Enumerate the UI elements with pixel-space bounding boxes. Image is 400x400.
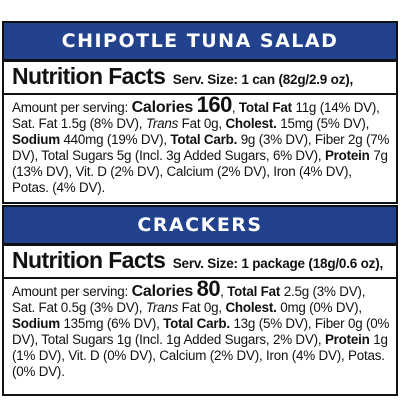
nutrition-panel-crackers: CRACKERS Nutrition Facts Serv. Size: 1 p… bbox=[2, 205, 398, 396]
total-fat-label: Total Fat bbox=[227, 284, 281, 299]
nutrition-header: Nutrition Facts Serv. Size: 1 package (1… bbox=[12, 248, 390, 276]
sodium-label: Sodium bbox=[12, 132, 60, 147]
total-fat-label: Total Fat bbox=[238, 100, 292, 115]
carb-label: Total Carb. bbox=[163, 316, 230, 331]
serving-size: Serv. Size: 1 package (18g/0.6 oz), bbox=[172, 256, 384, 271]
nutrition-panel-tuna: CHIPOTLE TUNA SALAD Nutrition Facts Serv… bbox=[2, 21, 398, 204]
protein-label: Protein bbox=[324, 332, 370, 347]
protein-value: 7g (13% DV), Vit. D (2% DV), Calcium (2%… bbox=[12, 148, 388, 195]
calories-value: 160 bbox=[196, 92, 233, 117]
amount-label: Amount per serving: bbox=[12, 284, 129, 299]
carb-value: 13g (5% DV), Fiber 0g (0% DV), Total Sug… bbox=[12, 316, 390, 347]
product-banner: CHIPOTLE TUNA SALAD bbox=[4, 23, 396, 62]
product-banner: CRACKERS bbox=[4, 207, 396, 246]
nutrition-header: Nutrition Facts Serv. Size: 1 can (82g/2… bbox=[12, 64, 390, 92]
protein-value: 1g (1% DV), Vit. D (0% DV), Calcium (2% … bbox=[12, 332, 388, 379]
sodium-value: 440mg (19% DV), bbox=[63, 132, 167, 147]
cholest-label: Cholest. bbox=[225, 300, 277, 315]
nutrition-body: Nutrition Facts Serv. Size: 1 can (82g/2… bbox=[4, 62, 396, 196]
nutrient-details: Amount per serving: Calories 80, Total F… bbox=[12, 276, 390, 380]
carb-value: 9g (3% DV), Fiber 2g (7% DV), Total Suga… bbox=[12, 132, 390, 163]
sodium-value: 135mg (6% DV), bbox=[63, 316, 160, 331]
carb-label: Total Carb. bbox=[170, 132, 238, 147]
serving-size: Serv. Size: 1 can (82g/2.9 oz), bbox=[172, 72, 354, 87]
nutrition-facts-title: Nutrition Facts bbox=[12, 247, 166, 273]
calories-label: Calories bbox=[131, 283, 194, 300]
trans-label: Trans bbox=[145, 116, 179, 131]
fat-details: DV), Sat. Fat 0.5g (3% DV), bbox=[12, 284, 366, 315]
nutrient-details: Amount per serving: Calories 160, Total … bbox=[12, 92, 390, 196]
total-fat-value: 11g bbox=[295, 100, 317, 115]
cholest-value: 15mg (5% DV), bbox=[280, 116, 370, 131]
trans-value: Fat 0g, bbox=[181, 116, 222, 131]
sodium-label: Sodium bbox=[12, 316, 60, 331]
divider bbox=[4, 93, 396, 95]
divider bbox=[4, 277, 396, 279]
trans-label: Trans bbox=[145, 300, 179, 315]
protein-label: Protein bbox=[324, 148, 370, 163]
fat-details: (14% DV), Sat. Fat 1.5g (8% DV), bbox=[12, 100, 380, 131]
trans-value: Fat 0g, bbox=[181, 300, 222, 315]
calories-label: Calories bbox=[131, 99, 194, 116]
amount-label: Amount per serving: bbox=[12, 100, 129, 115]
cholest-label: Cholest. bbox=[225, 116, 277, 131]
nutrition-body: Nutrition Facts Serv. Size: 1 package (1… bbox=[4, 246, 396, 380]
cholest-value: 0mg (0% DV), bbox=[280, 300, 362, 315]
nutrition-facts-title: Nutrition Facts bbox=[12, 63, 166, 89]
calories-value: 80 bbox=[196, 276, 221, 301]
total-fat-value: 2.5g (3% bbox=[283, 284, 336, 299]
